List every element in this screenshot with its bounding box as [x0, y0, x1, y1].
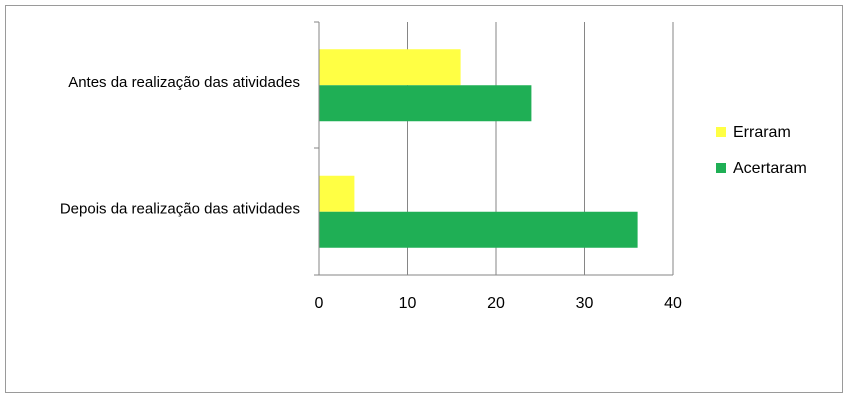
x-tick-label-0: 0 — [315, 295, 324, 312]
legend: Erraram Acertaram — [716, 124, 807, 177]
category-label-2: Depois da realização das atividades — [60, 201, 300, 218]
bar-erraram-2 — [319, 175, 355, 212]
x-tick-label-10: 10 — [399, 295, 417, 312]
x-tick-labels: 0 10 20 30 40 — [315, 295, 682, 312]
legend-swatch-erraram — [716, 127, 726, 137]
axes — [314, 21, 320, 276]
bar-acertaram-1 — [319, 85, 532, 122]
legend-swatch-acertaram — [716, 163, 726, 173]
bars — [319, 49, 638, 248]
category-label-1: Antes da realização das atividades — [68, 74, 300, 91]
x-tick-label-20: 20 — [487, 295, 505, 312]
category-labels: Antes da realização das atividades Depois… — [60, 74, 300, 218]
legend-label-erraram: Erraram — [733, 124, 791, 141]
x-tick-label-30: 30 — [576, 295, 594, 312]
x-tick-label-40: 40 — [664, 295, 682, 312]
legend-label-acertaram: Acertaram — [733, 160, 807, 177]
bar-acertaram-2 — [319, 211, 638, 248]
bar-erraram-1 — [319, 49, 461, 86]
